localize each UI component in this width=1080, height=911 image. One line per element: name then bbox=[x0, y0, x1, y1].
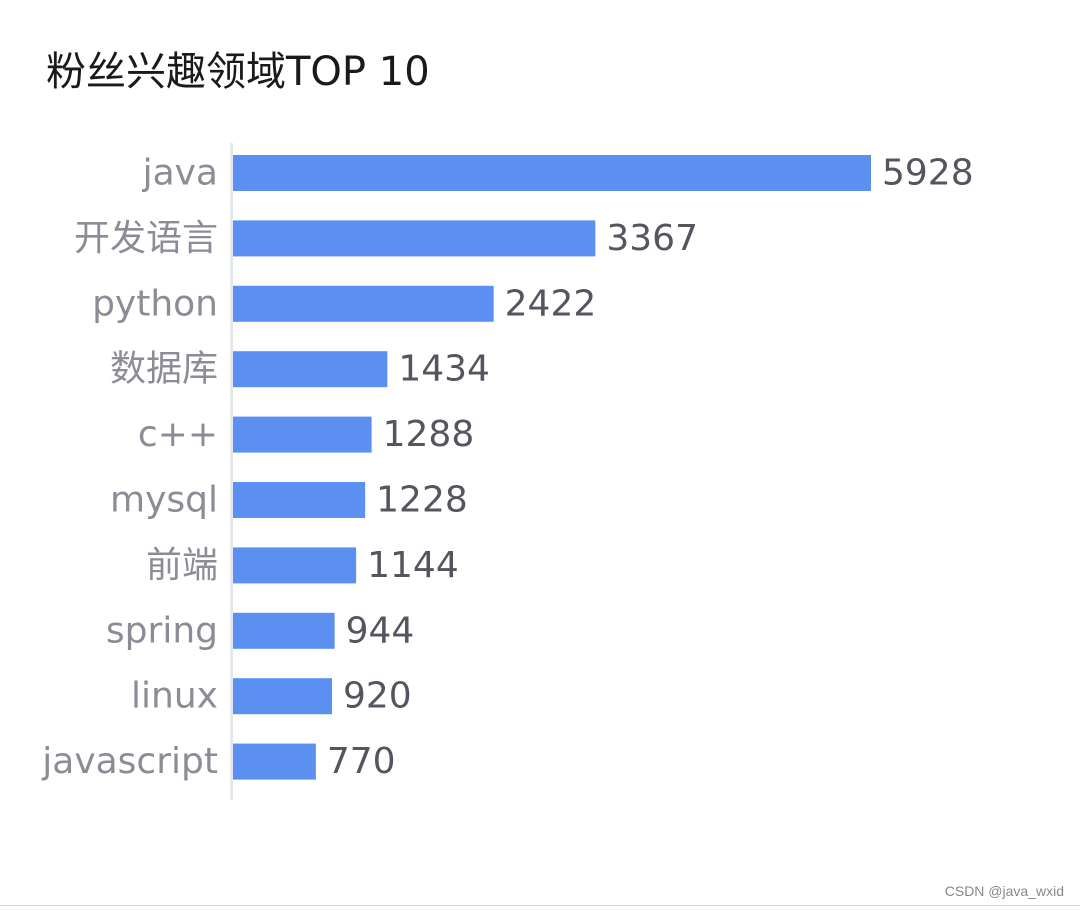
category-label: mysql bbox=[110, 480, 218, 521]
bar bbox=[233, 612, 335, 649]
category-label: 数据库 bbox=[110, 349, 218, 390]
bar bbox=[233, 416, 372, 453]
value-label: 3367 bbox=[606, 218, 698, 259]
category-label: java bbox=[142, 153, 218, 194]
value-label: 2422 bbox=[505, 283, 597, 324]
category-label: python bbox=[92, 283, 218, 324]
bar bbox=[233, 547, 357, 584]
chart-title: 粉丝兴趣领域TOP 10 bbox=[46, 49, 430, 95]
value-label: 5928 bbox=[882, 153, 974, 194]
watermark: CSDN @java_wxid bbox=[944, 883, 1064, 899]
bar bbox=[233, 678, 333, 715]
bar bbox=[233, 743, 316, 780]
category-label: 开发语言 bbox=[74, 218, 218, 259]
value-label: 1228 bbox=[376, 480, 468, 521]
bar bbox=[233, 351, 388, 388]
value-label: 770 bbox=[327, 741, 396, 782]
category-label: c++ bbox=[138, 414, 218, 455]
category-label: linux bbox=[131, 676, 218, 717]
value-label: 1434 bbox=[398, 349, 490, 390]
value-label: 1288 bbox=[383, 414, 475, 455]
footer-divider bbox=[0, 905, 1080, 906]
bar bbox=[233, 285, 494, 322]
category-labels-group: java 开发语言 python 数据库 c++ mysql 前端 spring linux ja… bbox=[41, 153, 218, 783]
bars-group bbox=[233, 155, 871, 780]
value-label: 1144 bbox=[367, 545, 459, 586]
category-label: javascript bbox=[41, 741, 218, 782]
bar bbox=[233, 220, 596, 257]
category-label: spring bbox=[106, 610, 218, 651]
value-label: 920 bbox=[343, 676, 412, 717]
value-label: 944 bbox=[346, 610, 415, 651]
category-label: 前端 bbox=[146, 545, 218, 586]
bar bbox=[233, 482, 366, 518]
bar bbox=[233, 155, 871, 191]
